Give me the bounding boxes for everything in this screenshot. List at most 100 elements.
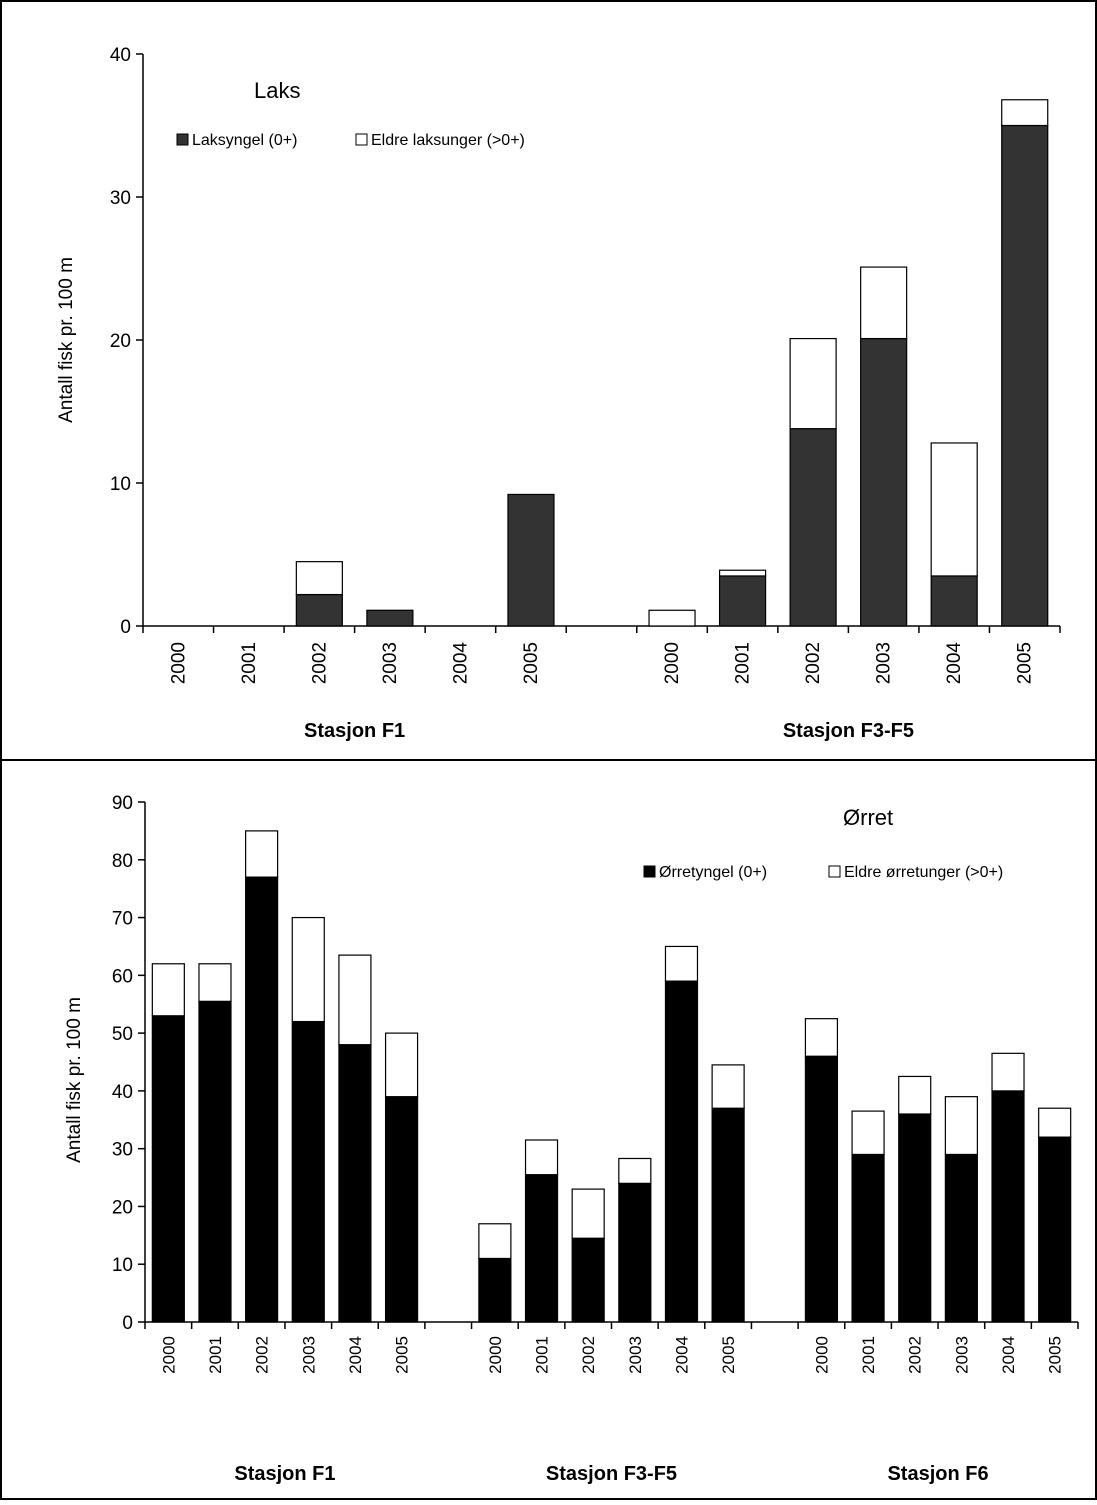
y-tick-label-orret: 20 xyxy=(112,1197,133,1218)
bar-orret-series0-group0-2003 xyxy=(291,1020,325,1323)
bar-laks-series0-group1-2005 xyxy=(1001,124,1049,627)
y-tick-label-orret: 50 xyxy=(112,1024,133,1045)
legend-label-eldre-orretunger: Eldre ørretunger (>0+) xyxy=(844,864,1003,881)
group-label-orret-0: Stasjon F1 xyxy=(234,1463,335,1485)
bar-orret-series0-group1-2001 xyxy=(524,1174,559,1323)
x-tick-label-orret: 2003 xyxy=(626,1336,645,1374)
chart-title-orret: Ørret xyxy=(843,805,893,830)
bar-orret-series0-group2-2000 xyxy=(804,1055,839,1323)
bar-orret-series1-group0-2000 xyxy=(151,963,185,1017)
bar-laks-series1-group1-2004 xyxy=(930,442,978,577)
group-label-laks-0: Stasjon F1 xyxy=(304,720,405,742)
x-tick-label-orret: 2002 xyxy=(906,1336,925,1374)
x-tick-label-orret: 2002 xyxy=(253,1336,272,1374)
bar-orret-series1-group1-2003 xyxy=(618,1157,652,1184)
chart-title-laks: Laks xyxy=(254,78,300,103)
x-tick-label-orret: 2003 xyxy=(952,1336,971,1374)
bar-orret-series1-group2-2004 xyxy=(991,1052,1025,1092)
x-tick-label-laks: 2004 xyxy=(450,642,471,685)
x-tick-label-orret: 2003 xyxy=(299,1336,318,1374)
y-axis-label-orret: Antall fisk pr. 100 m xyxy=(64,997,85,1163)
bar-orret-series0-group1-2000 xyxy=(478,1257,512,1323)
x-tick-label-orret: 2002 xyxy=(579,1336,598,1374)
bar-orret-series1-group1-2001 xyxy=(524,1139,559,1176)
bar-orret-series1-group0-2005 xyxy=(384,1032,419,1098)
x-tick-label-laks: 2003 xyxy=(874,642,895,684)
group-label-laks-1: Stasjon F3-F5 xyxy=(783,720,914,742)
y-axis-label-laks: Antall fisk pr. 100 m xyxy=(56,257,77,423)
x-tick-label-orret: 2000 xyxy=(159,1336,178,1374)
x-tick-label-orret: 2000 xyxy=(812,1336,831,1374)
y-tick-label-laks: 0 xyxy=(120,617,131,638)
y-tick-label-laks: 20 xyxy=(110,331,131,352)
y-tick-label-orret: 40 xyxy=(112,1082,133,1103)
bar-orret-series1-group1-2005 xyxy=(711,1064,745,1109)
y-tick-label-orret: 0 xyxy=(122,1313,133,1334)
bar-laks-series0-group0-2003 xyxy=(366,609,414,627)
x-tick-label-orret: 2001 xyxy=(206,1336,225,1374)
x-tick-label-laks: 2002 xyxy=(309,642,330,684)
bar-laks-series1-group1-2005 xyxy=(1001,99,1049,127)
x-tick-label-orret: 2000 xyxy=(486,1336,505,1374)
bar-laks-series0-group1-2003 xyxy=(860,337,908,627)
bar-orret-series0-group0-2002 xyxy=(245,876,279,1323)
y-tick-label-laks: 30 xyxy=(110,188,131,209)
bar-laks-series1-group1-2000 xyxy=(648,609,696,627)
legend-swatch-orretyngel xyxy=(643,865,656,878)
group-label-orret-1: Stasjon F3-F5 xyxy=(546,1463,677,1485)
legend-swatch-eldre-orretunger xyxy=(828,865,841,878)
bar-orret-series1-group0-2002 xyxy=(245,830,279,878)
bar-orret-series0-group2-2001 xyxy=(851,1153,885,1323)
bar-orret-series0-group1-2002 xyxy=(571,1237,605,1323)
y-tick-label-orret: 10 xyxy=(112,1255,133,1276)
y-tick-label-orret: 30 xyxy=(112,1140,133,1161)
bar-orret-series1-group2-2005 xyxy=(1038,1107,1072,1138)
bar-laks-series0-group1-2004 xyxy=(930,575,978,627)
legend-swatch-laksyngel xyxy=(176,133,189,146)
bar-orret-series1-group2-2000 xyxy=(804,1018,839,1057)
x-tick-label-orret: 2005 xyxy=(719,1336,738,1374)
bar-orret-series1-group0-2003 xyxy=(291,916,325,1023)
bar-orret-series0-group2-2004 xyxy=(991,1090,1025,1323)
bar-orret-series0-group0-2000 xyxy=(151,1015,185,1323)
bar-laks-series1-group1-2001 xyxy=(718,569,767,577)
x-tick-label-laks: 2005 xyxy=(521,642,542,684)
legend-laks: Laksyngel (0+) Eldre laksunger (>0+) xyxy=(176,132,525,149)
y-tick-label-orret: 60 xyxy=(112,966,133,987)
bar-orret-series0-group2-2005 xyxy=(1038,1136,1072,1323)
x-tick-label-orret: 2004 xyxy=(999,1336,1018,1374)
group-label-orret-2: Stasjon F6 xyxy=(887,1463,988,1485)
bar-laks-series0-group1-2002 xyxy=(789,428,837,627)
bar-orret-series0-group1-2004 xyxy=(664,980,699,1323)
x-tick-label-orret: 2004 xyxy=(672,1336,691,1374)
legend-swatch-eldre-laksunger xyxy=(355,133,368,146)
bar-orret-series1-group1-2000 xyxy=(478,1223,512,1260)
bar-orret-series0-group0-2005 xyxy=(384,1096,419,1323)
legend-label-laksyngel: Laksyngel (0+) xyxy=(192,132,297,149)
plot-area-orret: 0 10 20 30 40 50 60 70 80 90 2000 2001 2002 2003 2004 2… xyxy=(112,793,1079,1485)
bar-orret-series0-group1-2005 xyxy=(711,1107,745,1323)
y-tick-label-laks: 40 xyxy=(110,45,131,66)
bar-orret-series1-group0-2001 xyxy=(198,963,232,1002)
bar-orret-series0-group1-2003 xyxy=(618,1182,652,1323)
bar-orret-series1-group2-2003 xyxy=(944,1096,978,1156)
legend-label-orretyngel: Ørretyngel (0+) xyxy=(659,864,767,881)
bar-orret-series1-group1-2004 xyxy=(664,945,699,982)
x-tick-label-laks: 2001 xyxy=(239,642,260,684)
x-tick-label-orret: 2001 xyxy=(533,1336,552,1374)
bar-orret-series0-group2-2003 xyxy=(944,1153,978,1323)
plot-area-laks: 0 10 20 30 40 2000 2001 2002 2003 2004 2005 2000 200… xyxy=(110,45,1061,742)
x-tick-label-orret: 2005 xyxy=(393,1336,412,1374)
bar-orret-series1-group2-2001 xyxy=(851,1110,885,1156)
bar-orret-series1-group2-2002 xyxy=(898,1075,932,1115)
bar-laks-series0-group0-2005 xyxy=(507,493,555,627)
bar-laks-series1-group1-2002 xyxy=(789,337,837,430)
bar-orret-series0-group2-2002 xyxy=(898,1113,932,1323)
x-tick-label-laks: 2000 xyxy=(662,642,683,684)
x-tick-label-laks: 2000 xyxy=(168,642,189,684)
panel-frame-laks xyxy=(0,0,1097,761)
x-tick-label-orret: 2001 xyxy=(859,1336,878,1374)
bar-orret-series1-group0-2004 xyxy=(338,954,372,1046)
